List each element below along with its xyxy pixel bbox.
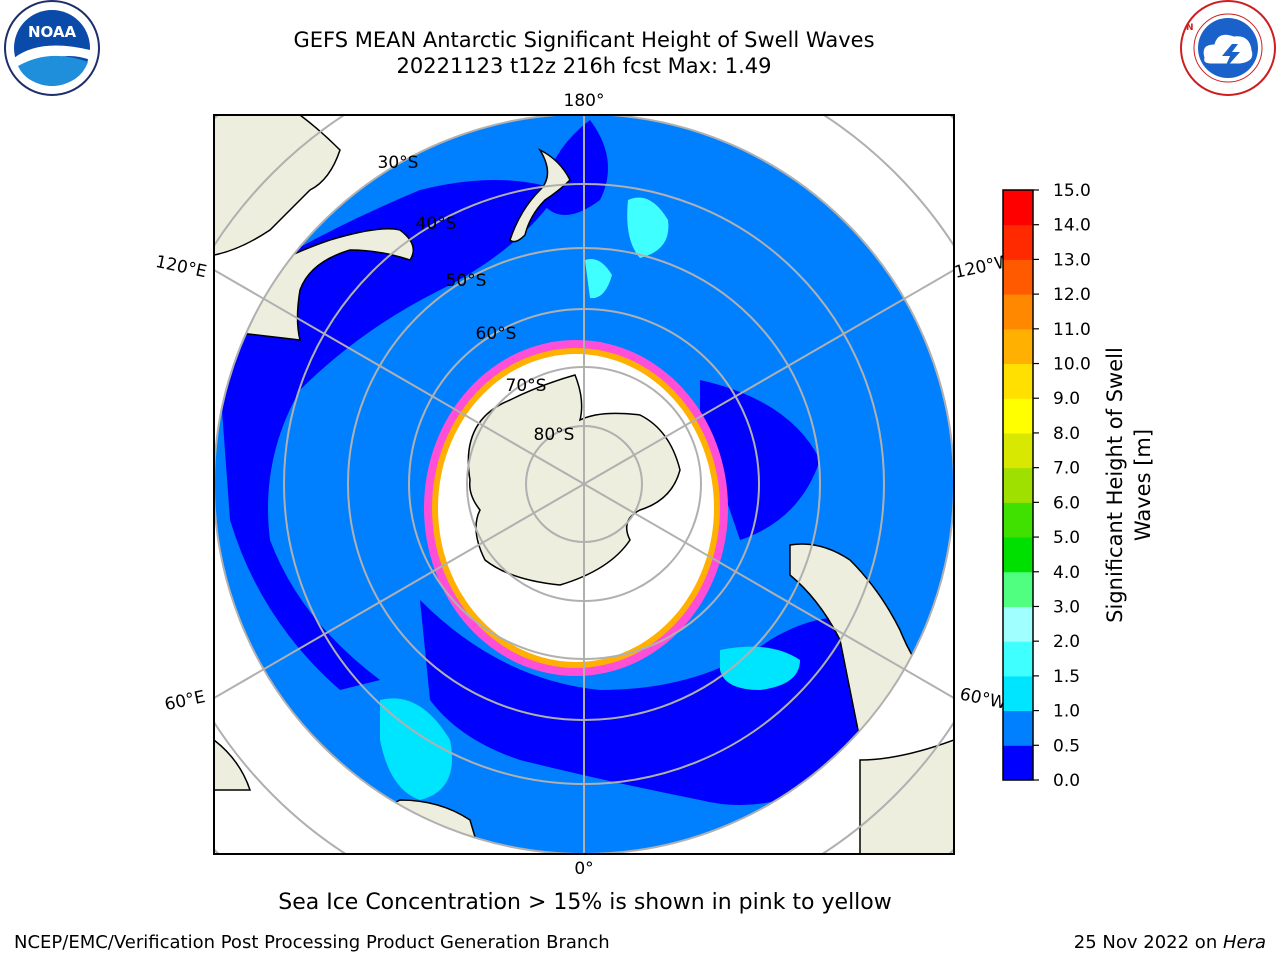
colorbar-tick-label: 0.5 [1053,736,1080,756]
colorbar-tick-label: 1.5 [1053,667,1080,687]
colorbar-tick-label: 12.0 [1053,285,1091,305]
colorbar-segment [1003,571,1033,607]
lat-label-40s: 40°S [416,214,457,234]
colorbar-segment [1003,294,1033,330]
footer-date-text: 25 Nov 2022 on [1073,932,1223,953]
map-frame [213,114,955,855]
colorbar-segment [1003,328,1033,365]
colorbar-segment [1003,641,1033,677]
colorbar-tick-label: 14.0 [1053,216,1091,236]
colorbar-segment [1003,190,1033,226]
colorbar-tick-label: 15.0 [1053,181,1091,201]
colorbar-segment [1003,606,1033,642]
lat-label-80s: 80°S [534,425,575,445]
colorbar-segment [1003,398,1033,434]
lat-label-60s: 60°S [476,324,517,344]
lat-label-70s: 70°S [506,376,547,396]
lon-label-0: 0° [574,859,593,879]
colorbar-tick-label: 1.0 [1053,702,1080,722]
nws-logo: N [1180,0,1276,96]
sea-ice-caption: Sea Ice Concentration > 15% is shown in … [278,890,892,915]
colorbar-tick-label: 0.0 [1053,771,1080,791]
colorbar: 0.0 0.5 1.0 1.5 2.0 3.0 4.0 5.0 6.0 7.0 8.0 9.0 10.0… [1002,181,1091,791]
lat-label-50s: 50°S [446,271,487,291]
colorbar-segment [1003,432,1033,469]
colorbar-segment [1003,224,1033,260]
colorbar-segment [1003,259,1033,295]
svg-text:N: N [1186,23,1194,33]
colorbar-tick-label: 7.0 [1053,459,1080,479]
colorbar-segment [1003,745,1033,781]
footer-date: 25 Nov 2022 on Hera [1074,932,1266,953]
colorbar-border [1002,189,1034,781]
colorbar-tick-label: 6.0 [1053,493,1080,513]
colorbar-segment [1003,502,1033,538]
noaa-logo-text: NOAA [28,23,77,41]
colorbar-segment [1003,710,1033,746]
colorbar-segment [1003,467,1033,503]
colorbar-label-line2: Waves [m] [1131,429,1155,541]
footer-machine: Hera [1222,932,1266,953]
colorbar-tick-label: 4.0 [1053,563,1080,583]
colorbar-tick-label: 2.0 [1053,632,1080,652]
colorbar-segment [1003,675,1033,712]
colorbar-tick-label: 11.0 [1053,320,1091,340]
map-subtitle: 20221123 t12z 216h fcst Max: 1.49 [396,54,772,78]
noaa-logo: NOAA [4,0,100,96]
colorbar-tick-label: 9.0 [1053,389,1080,409]
colorbar-segment [1003,537,1033,573]
colorbar-tick-label: 3.0 [1053,597,1080,617]
colorbar-tick-label: 8.0 [1053,424,1080,444]
lat-label-30s: 30°S [378,153,419,173]
colorbar-label-line1: Significant Height of Swell [1103,347,1127,623]
lon-label-180: 180° [564,91,605,111]
lon-label-60w: 60°W [958,684,1008,713]
lon-label-60e: 60°E [163,687,207,715]
footer-credit: NCEP/EMC/Verification Post Processing Pr… [14,932,610,953]
colorbar-tick-label: 5.0 [1053,528,1080,548]
colorbar-tick-label: 10.0 [1053,355,1091,375]
meridians [214,115,954,854]
map-title: GEFS MEAN Antarctic Significant Height o… [293,28,875,52]
lon-label-120e: 120°E [154,252,209,282]
colorbar-tick-label: 13.0 [1053,250,1091,270]
colorbar-segment [1003,363,1033,399]
